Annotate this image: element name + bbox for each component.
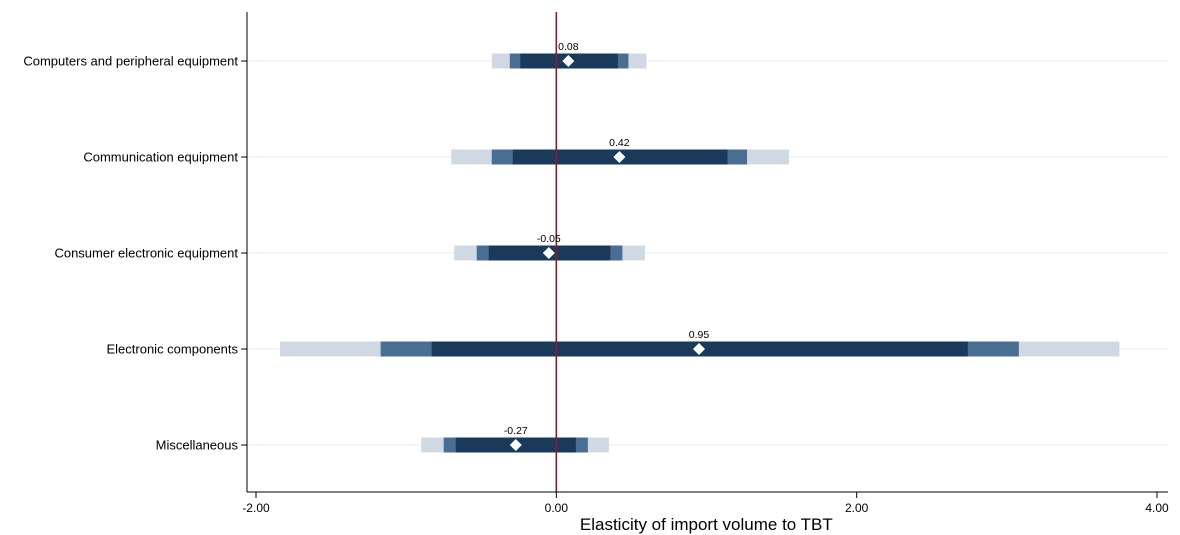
category-label: Consumer electronic equipment [54,246,238,261]
point-estimates [509,55,705,451]
estimate-label: 0.95 [689,329,710,341]
estimate-label: 0.08 [558,41,579,53]
x-tick-label: -2.00 [242,501,270,515]
category-label: Communication equipment [83,150,238,165]
gridlines [247,60,1168,446]
point-estimate-marker [562,55,575,67]
point-estimate-marker [692,343,705,355]
x-tick-label: 4.00 [1145,501,1169,515]
point-estimate-marker [613,151,626,163]
point-estimate-marker [509,439,522,451]
axes [246,12,1168,493]
estimate-label: 0.42 [609,137,630,149]
estimate-label: -0.05 [537,233,561,245]
category-labels: Computers and peripheral equipment Commun… [23,54,247,453]
estimate-labels: 0.08 0.42 -0.05 0.95 -0.27 [504,41,710,437]
x-axis-ticks: -2.00 0.00 2.00 4.00 [242,492,1169,515]
category-label: Computers and peripheral equipment [23,54,238,69]
category-label: Miscellaneous [156,438,239,453]
x-tick-label: 2.00 [845,501,869,515]
category-label: Electronic components [106,342,238,357]
x-axis-title: Elasticity of import volume to TBT [580,515,833,534]
estimate-label: -0.27 [504,425,528,437]
x-tick-label: 0.00 [545,501,569,515]
point-estimate-marker [542,247,555,259]
